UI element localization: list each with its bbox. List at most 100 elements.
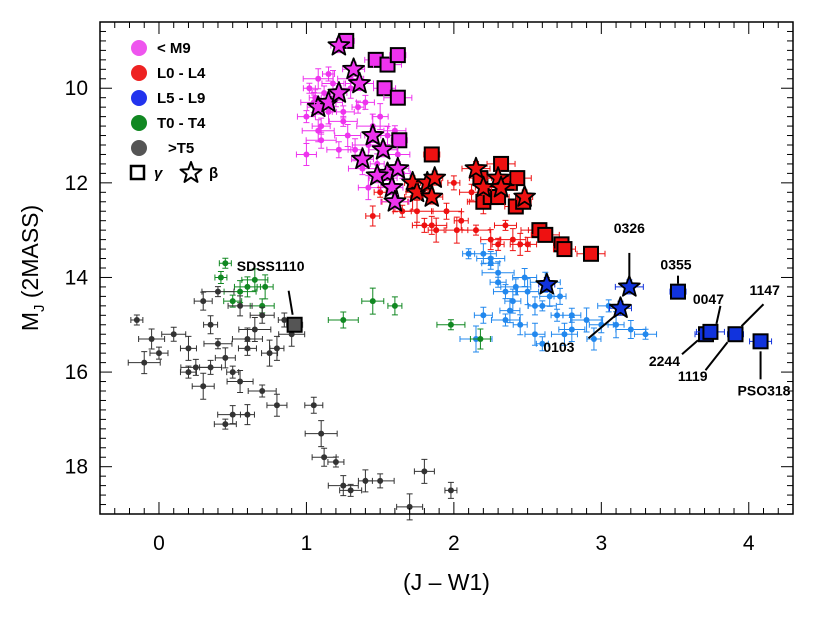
data-point — [495, 269, 502, 276]
data-point — [453, 227, 460, 234]
data-point — [214, 288, 221, 295]
young-object-star-marker — [342, 57, 366, 80]
data-point — [133, 317, 140, 324]
data-point — [613, 321, 620, 328]
annotation-label: 0326 — [614, 220, 645, 236]
legend-label: >T5 — [168, 140, 194, 157]
data-point — [447, 321, 454, 328]
legend-marker — [131, 65, 147, 81]
annotation-leader-line — [287, 290, 294, 315]
data-point — [359, 165, 366, 172]
data-point — [259, 388, 266, 394]
young-object-square-marker — [286, 316, 303, 333]
data-point — [251, 326, 258, 333]
data-point — [318, 123, 325, 130]
data-point — [321, 454, 328, 461]
annotation-label: 1147 — [749, 282, 780, 298]
data-point — [509, 298, 516, 305]
data-point — [192, 364, 199, 371]
data-point — [590, 335, 597, 342]
young-object-square-marker — [391, 132, 408, 149]
data-point — [310, 402, 317, 409]
young-object-square-marker — [702, 323, 719, 340]
data-point — [642, 331, 649, 338]
data-point — [244, 411, 251, 418]
young-object-star-marker — [609, 296, 632, 319]
data-point — [495, 241, 502, 248]
data-point — [229, 411, 236, 418]
young-object-square-marker — [389, 89, 406, 106]
legend-label: L5 - L9 — [157, 90, 205, 107]
data-point — [517, 321, 524, 328]
data-point — [568, 326, 575, 333]
legend: < M9 L0 - L4 L5 - L9 T0 - T4 >T5γ β — [129, 40, 218, 183]
y-tick-label: 10 — [65, 77, 88, 100]
annotation-label: 0047 — [693, 291, 724, 307]
data-point — [512, 283, 519, 290]
legend-star-label: β — [209, 165, 218, 182]
data-point — [406, 503, 413, 510]
young-object-square-marker — [669, 283, 686, 300]
data-point — [266, 350, 273, 357]
data-point — [477, 335, 484, 342]
data-point — [521, 274, 528, 281]
data-point — [214, 340, 221, 347]
data-point — [340, 108, 347, 115]
data-point — [443, 208, 450, 215]
data-point — [447, 487, 454, 494]
data-point — [303, 113, 310, 120]
annotation-label: 2244 — [649, 353, 680, 369]
x-tick-label: 0 — [153, 532, 165, 555]
data-point — [237, 288, 244, 295]
annotation-label: 0355 — [660, 257, 691, 273]
y-axis-title-main: M — [17, 312, 43, 331]
data-point — [362, 477, 369, 484]
y-axis-title-rest: (2MASS) — [17, 205, 43, 305]
data-point — [524, 288, 531, 295]
data-point — [281, 317, 288, 324]
data-point — [428, 222, 435, 229]
data-point — [244, 283, 251, 290]
data-point — [369, 212, 376, 219]
data-point — [583, 317, 590, 324]
data-point — [450, 179, 457, 186]
data-point — [273, 345, 280, 352]
data-point — [155, 350, 162, 357]
young-object-star-marker — [327, 33, 351, 56]
data-point — [262, 283, 269, 290]
data-point — [377, 189, 384, 196]
data-point — [472, 227, 479, 234]
data-point — [531, 331, 538, 338]
data-point — [251, 276, 258, 283]
data-point — [344, 132, 351, 139]
young-object-star-marker — [489, 175, 513, 198]
data-point — [487, 255, 494, 262]
young-object-star-marker — [535, 272, 559, 295]
data-point — [480, 312, 487, 319]
young-object-star-marker — [618, 274, 641, 297]
data-point — [207, 321, 214, 328]
young-object-square-marker — [389, 47, 406, 64]
data-point — [539, 340, 546, 347]
annotation-label: 1119 — [678, 368, 708, 384]
data-point — [509, 236, 516, 243]
data-point — [229, 298, 236, 305]
data-point — [362, 99, 369, 106]
data-point — [384, 132, 391, 139]
young-object-square-marker — [537, 226, 554, 243]
data-point — [207, 364, 214, 371]
y-axis-title: MJ (2MASS) — [17, 205, 48, 331]
young-object-star-marker — [371, 137, 395, 160]
data-point — [237, 378, 244, 385]
data-point — [391, 302, 398, 309]
legend-square-marker — [129, 164, 146, 181]
young-object-star-marker — [386, 156, 410, 179]
data-point — [539, 302, 546, 309]
young-object-square-marker — [509, 170, 526, 187]
data-point — [237, 302, 244, 309]
legend-marker — [131, 90, 147, 106]
data-point — [325, 108, 332, 115]
annotation-leader-line — [715, 305, 722, 325]
data-point — [502, 288, 509, 295]
legend-label: T0 - T4 — [157, 115, 206, 132]
